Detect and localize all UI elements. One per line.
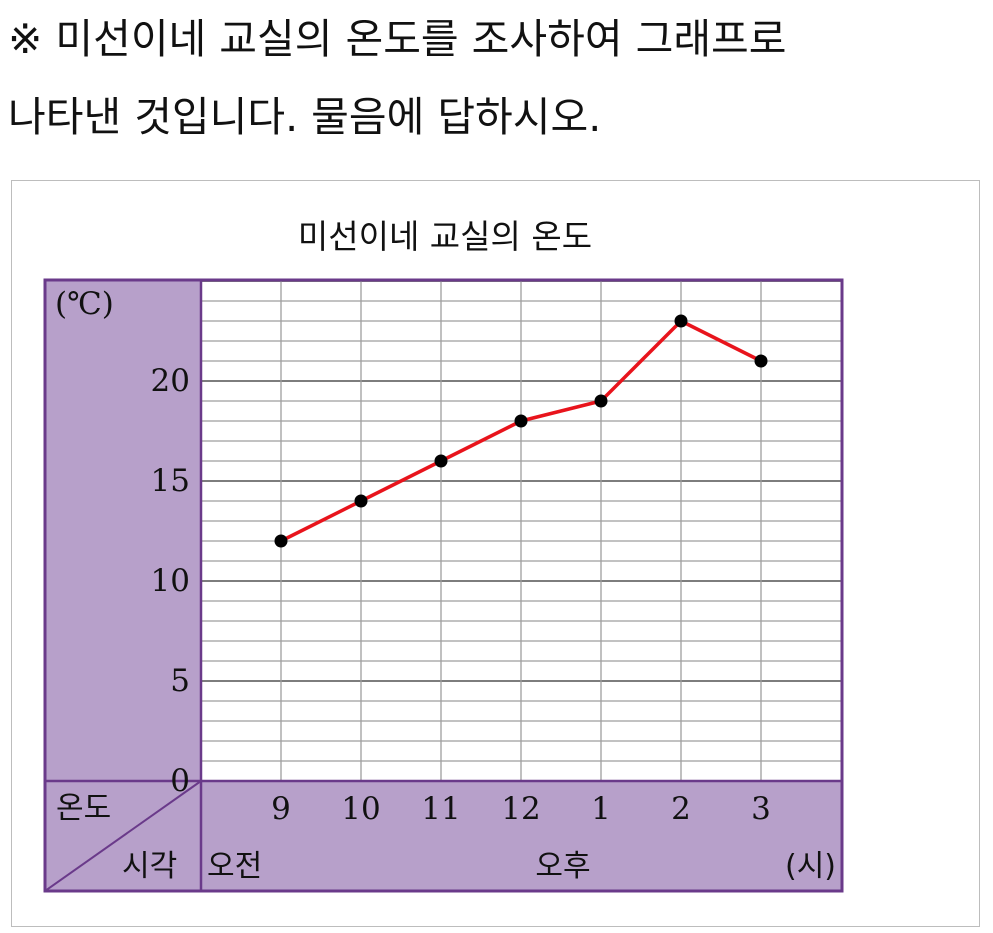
y-tick-labels: 0 5 10 15 20 <box>151 363 190 799</box>
y-tick-label: 5 <box>170 663 190 699</box>
x-unit-label: (시) <box>785 849 836 884</box>
corner-label-time: 시각 <box>122 849 177 884</box>
data-point <box>594 394 608 408</box>
x-tick-label: 11 <box>421 791 460 827</box>
chart-title: 미선이네 교실의 온도 <box>298 217 592 256</box>
x-tick-label: 10 <box>341 791 380 827</box>
y-axis-panel <box>45 280 201 781</box>
y-tick-label: 20 <box>151 363 190 399</box>
y-tick-label: 15 <box>151 463 190 499</box>
x-tick-label: 12 <box>501 791 540 827</box>
chart-frame <box>11 180 980 927</box>
y-tick-label: 10 <box>151 563 190 599</box>
x-tick-labels: 9 10 11 12 1 2 3 <box>271 791 771 827</box>
y-unit-label: (℃) <box>55 286 114 322</box>
question-line-1: ※ 미선이네 교실의 온도를 조사하여 그래프로 <box>8 15 787 63</box>
x-tick-label: 9 <box>271 791 291 827</box>
am-label: 오전 <box>207 849 262 884</box>
question-line-2: 나타낸 것입니다. 물음에 답하시오. <box>8 93 602 141</box>
data-points <box>274 314 768 548</box>
data-point <box>434 454 448 468</box>
corner-diagonal <box>44 780 202 892</box>
data-point <box>754 354 768 368</box>
x-axis-panel <box>45 781 842 891</box>
x-tick-label: 2 <box>671 791 691 827</box>
pm-label: 오후 <box>535 849 590 884</box>
data-point <box>274 534 288 548</box>
data-point <box>674 314 688 328</box>
chart-border <box>43 278 844 893</box>
corner-label-temperature: 온도 <box>56 791 111 826</box>
data-point <box>514 414 528 428</box>
data-point <box>354 494 368 508</box>
question-text: ※ 미선이네 교실의 온도를 조사하여 그래프로 나타낸 것입니다. 물음에 답… <box>8 0 983 156</box>
y-tick-label: 0 <box>170 763 190 799</box>
x-tick-label: 1 <box>591 791 611 827</box>
x-tick-label: 3 <box>751 791 771 827</box>
